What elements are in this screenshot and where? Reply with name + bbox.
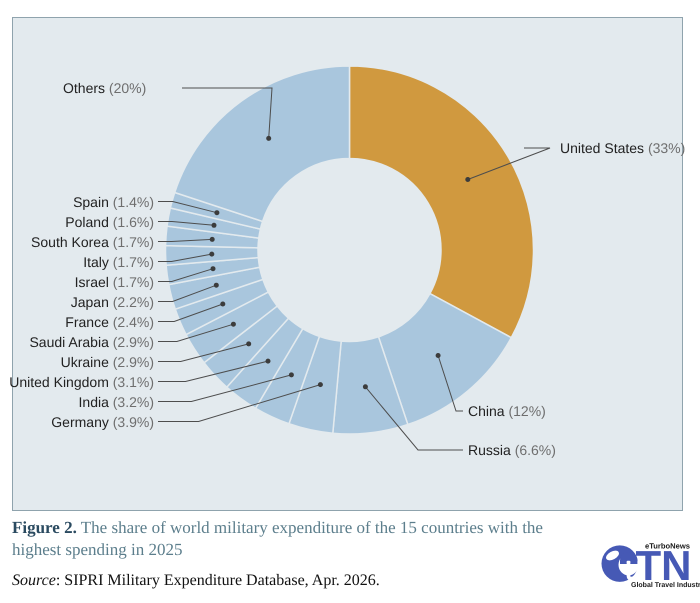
svg-text:Global Travel Industry News: Global Travel Industry News (631, 581, 700, 589)
